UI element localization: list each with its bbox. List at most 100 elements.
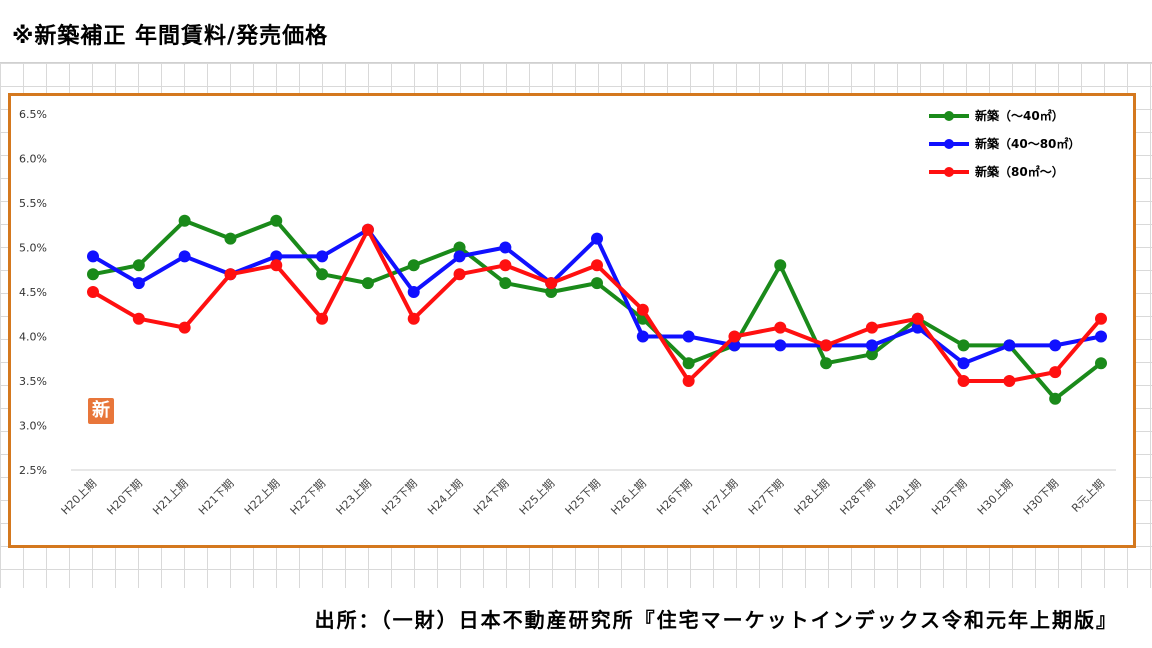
data-point: [636, 303, 649, 316]
data-point: [682, 375, 695, 387]
data-point: [499, 241, 512, 254]
title-band: ※新築補正 年間賃料/発売価格: [0, 0, 1152, 63]
data-point: [865, 339, 878, 352]
data-point: [224, 268, 237, 281]
data-point: [591, 259, 603, 272]
x-tick-label: H28下期: [838, 477, 879, 518]
series-line: [91, 227, 1102, 366]
data-point: [132, 277, 145, 290]
data-point: [270, 259, 283, 272]
data-point: [1049, 392, 1062, 405]
data-point: [270, 214, 283, 227]
x-tick-label: H24上期: [425, 477, 466, 518]
data-point: [270, 250, 283, 263]
data-point: [820, 339, 833, 352]
data-point: [545, 286, 558, 298]
x-tick-label: R元上期: [1069, 477, 1107, 515]
data-point: [774, 339, 787, 352]
y-tick-label: 5.0%: [19, 242, 47, 255]
x-tick-label: H29上期: [883, 477, 924, 518]
y-tick-label: 5.5%: [19, 197, 47, 210]
data-point: [499, 259, 512, 272]
data-point: [728, 339, 741, 352]
y-tick-label: 4.5%: [19, 286, 47, 299]
page-title: ※新築補正 年間賃料/発売価格: [12, 24, 329, 49]
data-point: [865, 321, 878, 334]
data-point: [87, 268, 99, 281]
new-stamp-icon: 新: [88, 398, 114, 424]
x-tick-label: H30下期: [1021, 477, 1062, 518]
data-point: [774, 321, 787, 334]
x-tick-label: H26上期: [608, 477, 649, 518]
data-point: [132, 312, 145, 325]
data-point: [178, 250, 191, 263]
data-point: [957, 375, 970, 387]
data-point: [453, 250, 466, 263]
x-tick-label: H26下期: [654, 477, 695, 518]
chart-frame[interactable]: 6.5% 6.0% 5.5% 5.0% 4.5% 4.0% 3.5% 3.0% 2.5% H20上…: [8, 93, 1136, 548]
x-tick-label: H21上期: [150, 477, 191, 518]
data-point: [636, 330, 649, 343]
x-tick-label: H24下期: [471, 477, 512, 518]
y-tick-label: 6.0%: [19, 153, 47, 166]
x-tick-label: H22下期: [288, 477, 329, 518]
data-point: [682, 357, 695, 370]
data-point: [1003, 375, 1016, 387]
data-point: [957, 357, 970, 370]
data-point: [407, 286, 420, 298]
x-tick-label: H29下期: [929, 477, 970, 518]
y-tick-label: 3.5%: [19, 375, 47, 388]
legend-entry: 新築（80㎡～）: [975, 164, 1064, 179]
x-tick-label: H20上期: [59, 477, 100, 518]
data-point: [316, 312, 329, 325]
data-point: [224, 232, 237, 245]
line-chart: 6.5% 6.0% 5.5% 5.0% 4.5% 4.0% 3.5% 3.0% 2.5% H20上…: [19, 108, 1116, 518]
data-point: [1095, 330, 1107, 343]
legend-entry: 新築（～40㎡）: [975, 108, 1064, 123]
data-point: [911, 312, 924, 325]
data-point: [499, 277, 512, 290]
series-line: [92, 218, 1103, 401]
data-point: [453, 268, 466, 281]
data-point: [591, 232, 603, 245]
data-point: [87, 286, 99, 298]
data-point: [1049, 366, 1062, 379]
data-point: [545, 277, 558, 290]
source-band: 出所：（一財）日本不動産研究所『住宅マーケットインデックス令和元年上期版』: [0, 588, 1152, 648]
legend-swatch-marker: [944, 139, 954, 149]
data-point: [1003, 339, 1016, 352]
data-point: [316, 268, 329, 281]
data-point: [316, 250, 329, 263]
data-point: [957, 339, 970, 352]
series-line: [91, 227, 1103, 383]
y-tick-label: 3.0%: [19, 420, 47, 433]
y-tick-label: 4.0%: [19, 331, 47, 344]
y-tick-label: 6.5%: [19, 108, 47, 121]
x-tick-label: H25下期: [563, 477, 604, 518]
data-point: [361, 223, 374, 236]
data-point: [87, 250, 99, 263]
data-point: [407, 312, 420, 325]
x-tick-label: H23下期: [379, 477, 420, 518]
legend-entry: 新築（40～80㎡）: [975, 136, 1080, 151]
data-point: [178, 321, 191, 334]
x-tick-label: H30上期: [975, 477, 1016, 518]
source-citation: 出所：（一財）日本不動産研究所『住宅マーケットインデックス令和元年上期版』: [314, 608, 1118, 632]
x-tick-label: H27下期: [746, 477, 787, 518]
legend-swatch-marker: [944, 111, 954, 121]
data-point: [453, 241, 466, 254]
x-tick-label: H27上期: [700, 477, 741, 518]
data-point: [1095, 312, 1107, 325]
data-point: [728, 330, 741, 343]
y-tick-label: 2.5%: [19, 464, 47, 477]
x-tick-label: H23上期: [334, 477, 375, 518]
data-point: [1049, 339, 1062, 352]
data-point: [591, 277, 603, 290]
x-tick-label: H22上期: [242, 477, 283, 518]
data-point: [407, 259, 420, 272]
data-point: [132, 259, 145, 272]
data-point: [774, 259, 787, 272]
x-tick-label: H21下期: [196, 477, 237, 518]
x-tick-label: H28上期: [792, 477, 833, 518]
data-point: [820, 357, 833, 370]
